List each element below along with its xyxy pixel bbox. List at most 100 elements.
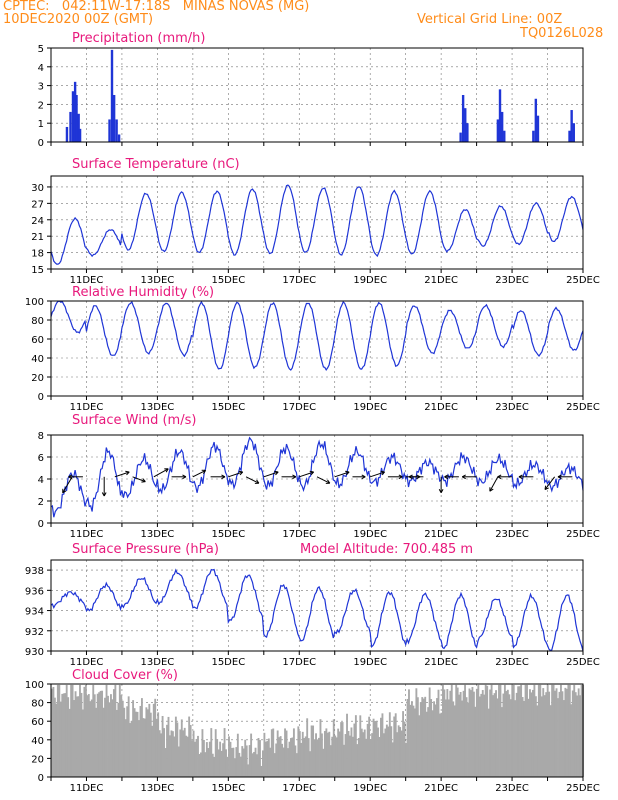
cloud-bar [185, 735, 188, 777]
cloud-bar [287, 748, 289, 777]
wind-vector-head [68, 474, 73, 480]
cloud-bar [521, 697, 524, 777]
cloud-bar [393, 716, 396, 777]
cloud-bar [560, 684, 562, 777]
temp-ytick-label: 24 [31, 216, 44, 227]
pres-xtick-label: 23DEC [495, 657, 529, 668]
cloud-bar [539, 684, 542, 777]
cloud-bar [540, 696, 543, 777]
cloud-xtick-label: 25DEC [566, 783, 600, 794]
cloud-bar [490, 684, 493, 777]
cloud-bar [65, 684, 68, 777]
cloud-bar [313, 739, 316, 777]
cloud-bar [272, 728, 275, 777]
cloud-bar [56, 684, 59, 777]
cloud-bar [462, 690, 465, 777]
wind-vector-head [361, 474, 366, 480]
cloud-bar [138, 720, 140, 777]
wind-xtick-label: 19DEC [353, 529, 387, 540]
cloud-bar [62, 693, 65, 777]
cloud-bar [449, 690, 452, 777]
cloud-bar [276, 730, 279, 777]
cloud-bar [403, 721, 406, 777]
cloud-bar [132, 700, 135, 777]
wind-vector-head [444, 474, 449, 480]
cloud-bar [278, 737, 281, 777]
precip-bar [496, 119, 500, 142]
wind-vector-head [201, 469, 207, 474]
cloud-bar [399, 727, 402, 777]
cloud-bar [170, 730, 173, 777]
cloud-bar [260, 765, 263, 777]
cloud-xtick-label: 13DEC [141, 783, 175, 794]
cloud-bar [135, 711, 137, 777]
cloud-bar [74, 691, 77, 777]
cloud-bar [71, 684, 74, 777]
cloud-bar [503, 684, 506, 777]
rh-xtick-label: 15DEC [211, 402, 245, 413]
cloud-plot-frame [50, 683, 584, 778]
precip-bar [568, 130, 571, 142]
cloud-bar [244, 739, 247, 777]
cloud-bar [142, 718, 145, 777]
cloud-bar [303, 738, 306, 777]
cloud-bar [411, 701, 413, 777]
cloud-bar [292, 728, 295, 777]
cloud-bar [180, 719, 183, 777]
cloud-bar [523, 700, 526, 777]
wind-xtick-label: 15DEC [211, 529, 245, 540]
cloud-bar [239, 756, 242, 777]
cloud-bar [53, 697, 56, 777]
cloud-bar [511, 684, 514, 777]
cloud-bar [229, 741, 232, 777]
cloud-bar [461, 700, 464, 777]
pres-subtitle: Model Altitude: 700.485 m [300, 542, 473, 557]
cloud-bar [495, 690, 497, 777]
cloud-bar [256, 754, 258, 777]
cloud-bar [351, 736, 354, 777]
cloud-bar [418, 715, 421, 777]
cloud-bar [92, 684, 95, 777]
wind-vector-head [398, 474, 403, 480]
cloud-bar [340, 722, 343, 777]
cloud-bar [475, 688, 478, 777]
cloud-bar [298, 731, 301, 777]
cloud-bar [378, 736, 381, 777]
cloud-bar [359, 715, 362, 777]
cloud-bar [456, 687, 459, 777]
cloud-bar [377, 727, 379, 777]
cloud-bar [297, 726, 300, 777]
cloud-bar [452, 701, 455, 777]
cloud-bar [579, 695, 582, 777]
cloud-xtick-label: 15DEC [211, 783, 245, 794]
cloud-bar [551, 684, 554, 777]
cloud-bar [444, 699, 447, 777]
cloud-bar [264, 741, 267, 777]
cloud-bar [564, 687, 567, 777]
wind-vector-arrow [299, 471, 314, 478]
cloud-bar [59, 701, 62, 777]
temp-xtick-label: 19DEC [353, 275, 387, 286]
cloud-bar [219, 741, 222, 777]
rh-series-line [50, 300, 584, 372]
cloud-bar [518, 686, 521, 777]
cloud-bar [478, 696, 481, 777]
wind-vector-arrow [544, 476, 556, 490]
cloud-bar [245, 745, 248, 777]
wind-vector-head [544, 485, 549, 491]
pres-series-line [50, 568, 584, 652]
precip-bar [570, 110, 573, 142]
wind-vector-arrow [489, 476, 499, 492]
temp-xtick-label: 25DEC [566, 275, 600, 286]
wind-vector-head [141, 478, 146, 483]
wind-vector-head [254, 479, 260, 484]
precip-bar [117, 134, 121, 142]
cloud-bar [101, 690, 104, 777]
precip-bar [71, 91, 75, 142]
cloud-bar [335, 737, 338, 777]
cloud-bar [319, 719, 322, 777]
cloud-bar [380, 717, 382, 777]
cloud-bar [213, 756, 216, 777]
cloud-bar [247, 764, 250, 777]
wind-vector-head [325, 479, 331, 484]
